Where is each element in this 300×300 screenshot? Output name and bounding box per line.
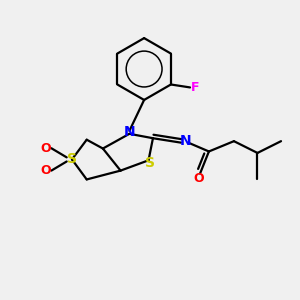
Text: F: F xyxy=(191,81,200,94)
Text: N: N xyxy=(124,125,135,139)
Text: S: S xyxy=(145,156,155,170)
Text: O: O xyxy=(41,164,51,177)
Text: S: S xyxy=(67,152,77,167)
Text: N: N xyxy=(179,134,191,148)
Text: O: O xyxy=(193,172,204,185)
Text: O: O xyxy=(41,142,51,155)
